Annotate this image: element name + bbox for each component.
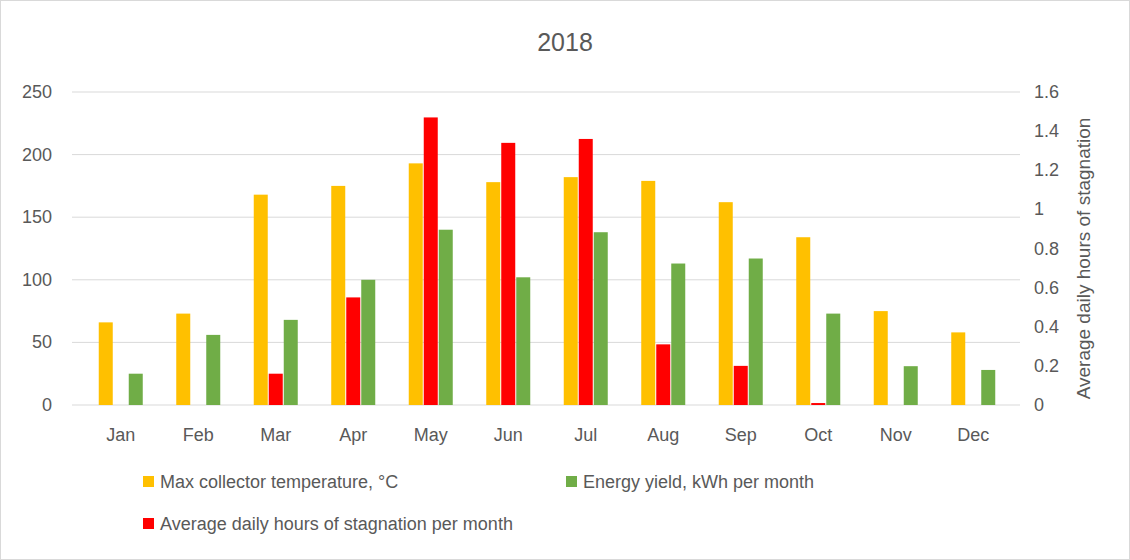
x-tick-label: Oct (804, 425, 832, 445)
bar (641, 181, 655, 405)
grid-line (72, 279, 1020, 280)
bar (424, 117, 438, 405)
x-tick-label: Nov (880, 425, 912, 445)
bar (191, 405, 205, 406)
x-tick-label: Jun (494, 425, 523, 445)
bar (826, 314, 840, 405)
legend-swatch (143, 518, 154, 529)
y2-tick-label: 1.6 (1034, 82, 1059, 102)
x-tick-label: Mar (260, 425, 291, 445)
chart: 2018 0 50 100 150 200 250 0 0.2 0.4 0.6 0.8 1 1.2 1.4 1… (0, 0, 1130, 560)
bar (796, 237, 810, 405)
y-tick-label: 250 (22, 82, 52, 102)
bar (254, 195, 268, 405)
bar (904, 366, 918, 405)
bar (656, 344, 670, 405)
legend-label: Energy yield, kWh per month (583, 472, 814, 492)
x-tick-label: Sep (725, 425, 757, 445)
x-tick-label: Aug (647, 425, 679, 445)
bar (734, 366, 748, 405)
bar (874, 311, 888, 405)
x-tick-label: Feb (183, 425, 214, 445)
bar (889, 405, 903, 406)
bar (671, 264, 685, 405)
bar (284, 320, 298, 405)
bar (719, 202, 733, 405)
grid-line (72, 217, 1020, 218)
x-tick-label: Jan (106, 425, 135, 445)
y2-tick-label: 0.8 (1034, 239, 1059, 259)
bar (564, 177, 578, 405)
y-tick-label: 150 (22, 207, 52, 227)
bar (331, 186, 345, 405)
y-tick-label: 100 (22, 270, 52, 290)
y-tick-label: 50 (32, 332, 52, 352)
bar (486, 182, 500, 405)
bar (811, 403, 825, 405)
y2-tick-label: 0.6 (1034, 278, 1059, 298)
bar (981, 370, 995, 405)
legend-label: Average daily hours of stagnation per mo… (160, 514, 513, 534)
x-tick-label: Apr (339, 425, 367, 445)
y2-tick-label: 0 (1034, 395, 1044, 415)
bar (951, 332, 965, 405)
bar (594, 232, 608, 405)
chart-border (1, 1, 1130, 560)
bars (99, 117, 996, 405)
grid-line (72, 92, 1020, 93)
title: 2018 (537, 28, 593, 56)
bar (129, 374, 143, 405)
x-tick-label: Dec (957, 425, 989, 445)
bar (176, 314, 190, 405)
x-tick-label: Jul (574, 425, 597, 445)
y-tick-label: 200 (22, 145, 52, 165)
bar (966, 405, 980, 406)
legend-swatch (566, 476, 577, 487)
bar (206, 335, 220, 405)
bar (346, 297, 360, 405)
legend-label: Max collector temperature, °C (160, 472, 398, 492)
bar (749, 259, 763, 405)
y2-tick-label: 1 (1034, 199, 1044, 219)
bar (361, 280, 375, 405)
y2-tick-label: 0.2 (1034, 356, 1059, 376)
y2-tick-label: 0.4 (1034, 317, 1059, 337)
bar (409, 163, 423, 405)
bar (516, 277, 530, 405)
bar (501, 143, 515, 405)
bar (579, 139, 593, 405)
bar (269, 374, 283, 405)
x-tick-label: May (414, 425, 448, 445)
y-tick-label: 0 (42, 395, 52, 415)
bar (114, 405, 128, 406)
y2-tick-label: 1.4 (1034, 121, 1059, 141)
y2-axis-title: Average daily hours of stagnation (1073, 118, 1094, 400)
bar (439, 230, 453, 405)
grid-line (72, 154, 1020, 155)
legend-swatch (143, 476, 154, 487)
bar (99, 322, 113, 405)
y2-tick-label: 1.2 (1034, 160, 1059, 180)
